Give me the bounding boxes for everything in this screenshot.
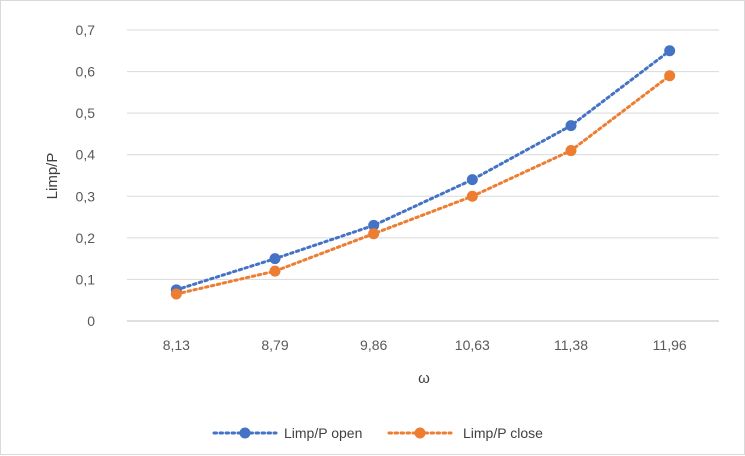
x-tick-label: 11,38	[554, 337, 588, 353]
x-tick-label: 9,86	[360, 337, 387, 353]
data-point	[269, 265, 281, 277]
legend-marker	[414, 427, 426, 439]
x-tick-label: 10,63	[455, 337, 490, 353]
data-point	[565, 145, 577, 157]
y-tick-label: 0,7	[76, 22, 96, 38]
data-point	[466, 190, 478, 202]
legend-label: Limp/P close	[463, 425, 543, 441]
legend-marker	[239, 427, 251, 439]
series-layer	[170, 45, 676, 300]
gridlines	[127, 29, 719, 322]
data-point	[664, 70, 676, 82]
data-point	[565, 120, 577, 132]
y-tick-label: 0,6	[76, 64, 96, 80]
x-axis-tick-labels: 8,13 8,79 9,86 10,63 11,38 11,96	[163, 337, 687, 353]
data-point	[664, 45, 676, 57]
y-tick-label: 0,4	[76, 147, 96, 163]
x-tick-label: 8,79	[261, 337, 288, 353]
y-tick-label: 0,5	[76, 105, 96, 121]
y-tick-label: 0,1	[76, 271, 96, 287]
x-tick-label: 11,96	[653, 337, 687, 353]
series-open	[170, 45, 676, 296]
y-tick-label: 0,3	[76, 188, 96, 204]
x-axis-title: ω	[418, 370, 430, 387]
y-tick-label: 0,2	[76, 230, 96, 246]
x-tick-label: 8,13	[163, 337, 190, 353]
series-line	[174, 74, 672, 296]
data-point	[170, 288, 182, 300]
y-axis-tick-labels: 0 0,1 0,2 0,3 0,4 0,5 0,6 0,7	[76, 22, 96, 329]
data-point	[368, 219, 380, 231]
data-point	[466, 174, 478, 186]
legend: Limp/P open Limp/P close	[212, 425, 543, 441]
data-point	[269, 253, 281, 265]
series-line	[174, 49, 672, 292]
y-axis-title: Limp/P	[44, 153, 61, 200]
data-point	[368, 228, 380, 240]
legend-entry: Limp/P open	[212, 425, 362, 441]
legend-label: Limp/P open	[284, 425, 362, 441]
y-tick-label: 0	[87, 313, 95, 329]
legend-entry: Limp/P close	[387, 425, 543, 441]
series-close	[170, 70, 676, 300]
